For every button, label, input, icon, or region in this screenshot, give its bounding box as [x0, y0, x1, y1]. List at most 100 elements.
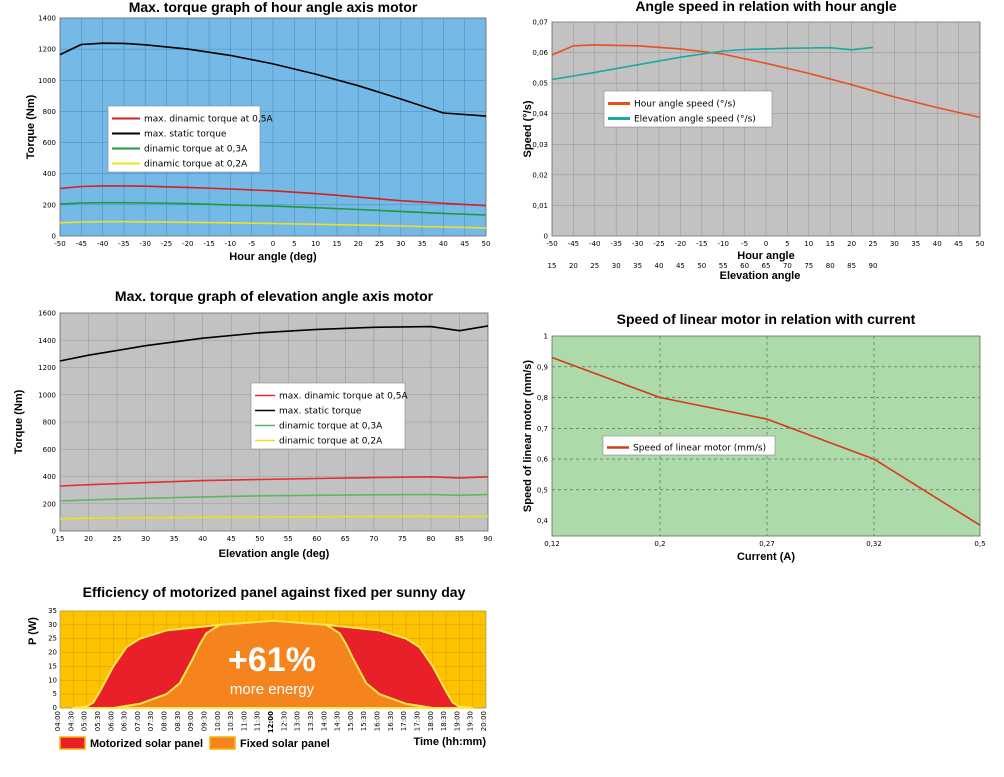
y-tick-label: 600	[43, 446, 56, 454]
x-tick-label: 20	[847, 240, 856, 248]
y-tick-label: 400	[43, 473, 56, 481]
series-line-1	[551, 46, 874, 81]
legend-entry: max. static torque	[144, 130, 227, 140]
y-tick-label: 1200	[38, 364, 56, 372]
series-line-1	[59, 325, 489, 362]
x-tick-label: 08:30	[174, 711, 182, 731]
y-tick-label: 1000	[38, 391, 56, 399]
x-tick-label: 0,12	[544, 540, 560, 548]
y-tick-label: 800	[43, 108, 56, 116]
x-tick-label: 0,2	[654, 540, 665, 548]
y-tick-label: 20	[48, 649, 57, 657]
chart-3-title: Speed of linear motor in relation with c…	[617, 311, 916, 327]
x-tick-label: -40	[97, 240, 108, 248]
x-axis-label: Current (A)	[737, 551, 795, 563]
x-tick-label: 25	[113, 535, 122, 543]
legend-box	[602, 435, 776, 456]
x-tick-label: 07:30	[147, 711, 155, 731]
y-tick-label: 1000	[38, 77, 56, 85]
x-tick-label: 5	[292, 240, 296, 248]
series-line-0	[59, 475, 489, 487]
y-tick-label: 0	[52, 233, 56, 241]
x-tick-label: -25	[161, 240, 172, 248]
chart-2-title: Max. torque graph of elevation angle axi…	[115, 288, 434, 304]
legend-swatch	[59, 736, 86, 750]
x-tick-label: 19:00	[453, 711, 461, 731]
x-tick-label: 45	[227, 535, 236, 543]
x-tick-label: 30	[141, 535, 150, 543]
y-tick-label: 1400	[38, 15, 56, 23]
x-tick-label: 14:00	[320, 711, 328, 731]
x2-tick-label: 30	[612, 262, 621, 270]
y-tick-label: 0,6	[537, 456, 549, 464]
x-tick-label: 30	[890, 240, 899, 248]
x-tick-label: 15	[332, 240, 341, 248]
x-tick-label: 06:30	[121, 711, 129, 731]
x-tick-label: 0	[764, 240, 768, 248]
x-tick-label: 5	[785, 240, 789, 248]
legend-entry: Speed of linear motor (mm/s)	[633, 444, 766, 454]
x-tick-label: -5	[248, 240, 255, 248]
legend-entry: dinamic torque at 0,2A	[144, 160, 248, 170]
x-tick-label: 80	[426, 535, 435, 543]
series-area-1	[112, 619, 434, 709]
x-tick-label: 50	[976, 240, 985, 248]
x-axis-label: Hour angle (deg)	[229, 251, 317, 263]
x-tick-label: -45	[568, 240, 579, 248]
y-tick-label: 10	[48, 676, 57, 684]
series-line-0	[551, 356, 981, 526]
x-axis-label: Time (hh:mm)	[413, 736, 486, 748]
x-tick-label: -35	[610, 240, 621, 248]
x2-tick-label: 55	[719, 262, 728, 270]
x-tick-label: 16:30	[387, 711, 395, 731]
x-tick-label: 15	[56, 535, 65, 543]
chart-0-title: Max. torque graph of hour angle axis mot…	[129, 0, 418, 15]
x-tick-label: -5	[741, 240, 748, 248]
x-tick-label: 75	[398, 535, 407, 543]
x-tick-label: -50	[546, 240, 557, 248]
x-tick-label: 45	[460, 240, 469, 248]
x-tick-label: 70	[369, 535, 378, 543]
x-tick-label: -30	[139, 240, 150, 248]
x-tick-label: 35	[170, 535, 179, 543]
x2-tick-label: 80	[826, 262, 835, 270]
legend-entry: Fixed solar panel	[240, 738, 330, 750]
x-tick-label: 17:00	[400, 711, 408, 731]
series-line-2	[59, 493, 489, 502]
y-tick-label: 0,4	[537, 517, 549, 525]
y-tick-label: 0,8	[537, 394, 548, 402]
x-tick-label: 11:00	[240, 711, 248, 731]
x-tick-label: -10	[717, 240, 728, 248]
x-tick-label: -15	[203, 240, 214, 248]
x2-tick-label: 35	[633, 262, 642, 270]
x-tick-label: 20	[354, 240, 363, 248]
legend-entry: Hour angle speed (°/s)	[634, 100, 736, 110]
x-tick-label: 13:30	[307, 711, 315, 731]
y-axis-label: Torque (Nm)	[13, 389, 25, 454]
x-tick-label: 13:00	[294, 711, 302, 731]
x-tick-label: 12:30	[280, 711, 288, 731]
x-tick-label: 15	[826, 240, 835, 248]
y-tick-label: 0,9	[537, 363, 548, 371]
y-tick-label: 800	[43, 419, 56, 427]
series-line-1	[59, 42, 487, 117]
y-tick-label: 0,7	[537, 425, 548, 433]
y-tick-label: 15	[48, 662, 57, 670]
x-tick-label: 90	[484, 535, 493, 543]
x-tick-label: -35	[118, 240, 129, 248]
x-tick-label: 19:30	[467, 711, 475, 731]
x2-tick-label: 65	[762, 262, 771, 270]
y-tick-label: 30	[48, 621, 57, 629]
y-tick-label: 0	[53, 704, 57, 712]
x-tick-label: 0	[271, 240, 275, 248]
x2-tick-label: 45	[676, 262, 685, 270]
legend-box	[250, 382, 406, 450]
y-tick-label: 35	[48, 607, 57, 615]
x-tick-label: 35	[418, 240, 427, 248]
legend-box	[603, 90, 773, 128]
series-line-3	[59, 220, 487, 229]
y-tick-label: 0	[52, 528, 56, 536]
x-tick-label: 18:00	[427, 711, 435, 731]
x-tick-label: 40	[933, 240, 942, 248]
